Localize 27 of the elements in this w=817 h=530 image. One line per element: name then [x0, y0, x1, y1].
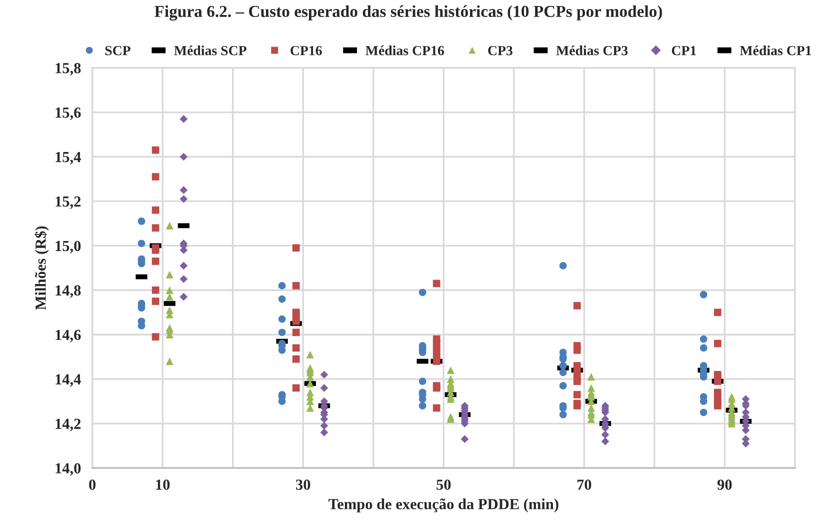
y-tick-label: 14,4	[56, 374, 81, 387]
y-tick-label: 15,4	[56, 152, 81, 164]
y-tick-label: 15,0	[56, 240, 81, 254]
y-tick-label: 15,8	[56, 62, 81, 76]
x-tick-label: 0	[89, 480, 96, 490]
y-tick-label: 14,6	[56, 330, 81, 342]
legend-label: SCP	[105, 46, 130, 56]
legend-label: Médias SCP	[174, 46, 246, 56]
legend-label: Médias CP1	[740, 46, 812, 56]
chart-title: Figura 6.2. – Custo esperado das séries históricas (10 PCPs por modelo)	[154, 5, 662, 21]
legend-label: CP16	[290, 46, 322, 56]
legend-label: Médias CP3	[556, 46, 628, 56]
y-axis-title: Milhões (R$)	[34, 226, 49, 310]
y-tick-label: 14,2	[56, 418, 81, 432]
y-tick-label: 15,2	[56, 196, 81, 209]
x-tick-label: 70	[577, 480, 592, 490]
x-axis-title: Tempo de execução da PDDE (min)	[328, 498, 558, 512]
y-tick-label: 14,8	[56, 285, 81, 298]
y-tick-label: 15,6	[56, 107, 81, 120]
legend-label: CP3	[488, 46, 512, 56]
x-tick-label: 30	[296, 480, 310, 490]
y-tick-label: 14,0	[56, 463, 81, 476]
x-tick-label: 50	[436, 480, 451, 490]
x-tick-label: 90	[717, 480, 732, 490]
legend-label: Médias CP16	[366, 46, 444, 56]
x-tick-label: 10	[156, 480, 170, 490]
legend-label: CP1	[672, 46, 696, 56]
